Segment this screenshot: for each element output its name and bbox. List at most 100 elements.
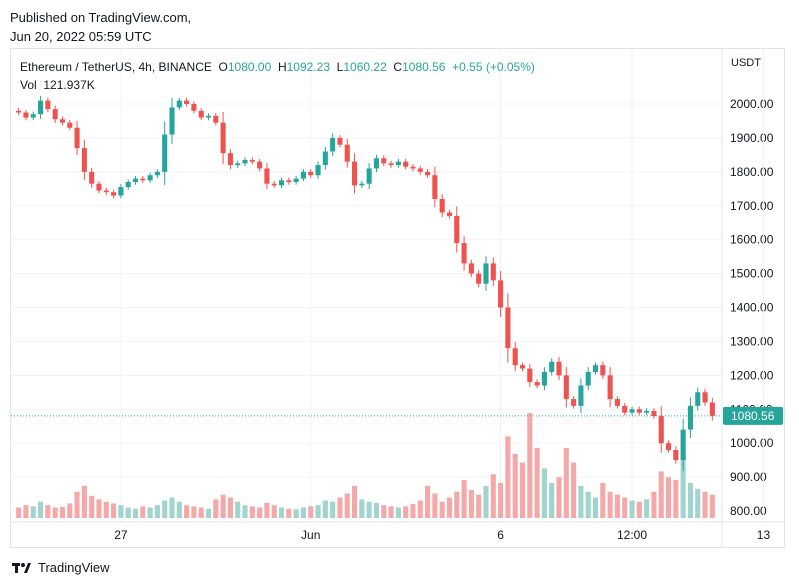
volume-bar: [563, 448, 569, 518]
volume-bar: [644, 499, 650, 518]
candle-body: [184, 100, 190, 104]
candle-body: [687, 405, 693, 430]
candle-body: [592, 365, 599, 372]
volume-bar: [344, 493, 350, 518]
tradingview-logo-icon: [12, 561, 32, 575]
volume-bar: [534, 448, 540, 518]
volume-bar: [213, 499, 219, 518]
candle-body: [680, 429, 686, 461]
candle-body: [330, 137, 336, 152]
volume-bar: [249, 506, 255, 518]
change-value: +0.55 (+0.05%): [452, 60, 535, 74]
candle-body: [300, 171, 306, 179]
candle-body: [556, 361, 562, 376]
candle-body: [344, 144, 350, 162]
volume-bar: [16, 507, 22, 518]
volume-bar: [490, 474, 496, 518]
candle-body: [140, 178, 146, 181]
candle-body: [490, 263, 496, 281]
ohlc-legend: Ethereum / TetherUS, 4h, BINANCE O1080.0…: [20, 58, 535, 76]
candle-body: [278, 180, 285, 186]
candle-body: [381, 158, 387, 164]
candle-body: [132, 178, 139, 183]
y-tick-label: 1900.00: [730, 131, 774, 145]
candle-body: [512, 348, 518, 366]
candle-body: [658, 416, 664, 444]
volume-bar: [636, 501, 642, 518]
volume-bar: [680, 453, 686, 518]
candle-body: [16, 110, 22, 113]
candle-body: [315, 165, 321, 176]
y-tick-label: 1400.00: [730, 301, 774, 315]
volume-bar: [30, 506, 36, 518]
x-tick-label: Jun: [301, 528, 320, 542]
candle-body: [534, 382, 540, 386]
candle-body: [103, 190, 109, 193]
y-tick-label: 1300.00: [730, 334, 774, 348]
volume-bar: [541, 468, 547, 518]
candle-body: [505, 307, 511, 349]
published-source: Published on TradingView.com,: [10, 10, 192, 25]
candle-body: [425, 171, 431, 176]
candle-body: [571, 399, 577, 406]
candle-body: [461, 243, 467, 264]
volume-bar: [308, 506, 314, 518]
volume-bar: [585, 491, 591, 518]
volume-bar: [395, 507, 401, 518]
candle-body: [695, 392, 701, 406]
volume-bar: [556, 477, 562, 518]
volume-bar: [512, 453, 518, 518]
footer[interactable]: TradingView: [12, 560, 110, 575]
candle-body: [388, 163, 394, 166]
candle-body: [629, 409, 635, 413]
candle-body: [74, 127, 80, 149]
volume-bar: [103, 501, 109, 518]
close-value: 1080.56: [402, 60, 446, 74]
volume-bar: [476, 494, 482, 518]
candle-body: [359, 183, 365, 186]
volume-bar: [410, 504, 416, 518]
volume-bar: [257, 507, 263, 518]
candle-body: [45, 100, 51, 110]
volume-bar: [96, 499, 102, 518]
open-value: 1080.00: [227, 60, 272, 74]
candle-body: [205, 115, 212, 118]
candle-body: [176, 100, 182, 108]
volume-bar: [454, 491, 460, 518]
chart-frame[interactable]: [10, 48, 785, 548]
x-tick-label: 6: [497, 528, 504, 542]
volume-bar: [132, 508, 139, 518]
candle-body: [351, 161, 358, 186]
volume-bar: [505, 436, 511, 518]
volume-bar: [483, 485, 489, 518]
volume-bar: [592, 497, 599, 518]
volume-bar: [629, 500, 635, 518]
volume-bar: [527, 413, 533, 518]
volume-bar: [45, 505, 51, 518]
volume-bar: [111, 503, 117, 518]
candle-body: [607, 375, 613, 400]
low-label: L: [336, 60, 344, 74]
published-date: Jun 20, 2022 05:59 UTC: [10, 29, 152, 44]
candle-body: [322, 151, 328, 166]
volume-bar: [351, 485, 358, 518]
open-label: O: [218, 60, 228, 74]
candle-body: [147, 175, 153, 181]
candle-body: [636, 409, 642, 413]
candle-body: [227, 153, 233, 166]
candle-body: [395, 161, 401, 166]
volume-bar: [461, 480, 467, 518]
volume-label: Vol: [20, 78, 37, 92]
volume-legend: Vol 121.937K: [20, 76, 95, 94]
volume-bar: [59, 506, 66, 518]
volume-bar: [278, 507, 285, 518]
candle-body: [293, 178, 299, 183]
candle-body: [644, 410, 650, 413]
candle-body: [410, 166, 416, 169]
volume-bar: [147, 507, 153, 518]
volume-bar: [425, 485, 431, 518]
volume-bar: [315, 505, 321, 518]
volume-bar: [23, 505, 29, 518]
candle-body: [169, 107, 175, 135]
